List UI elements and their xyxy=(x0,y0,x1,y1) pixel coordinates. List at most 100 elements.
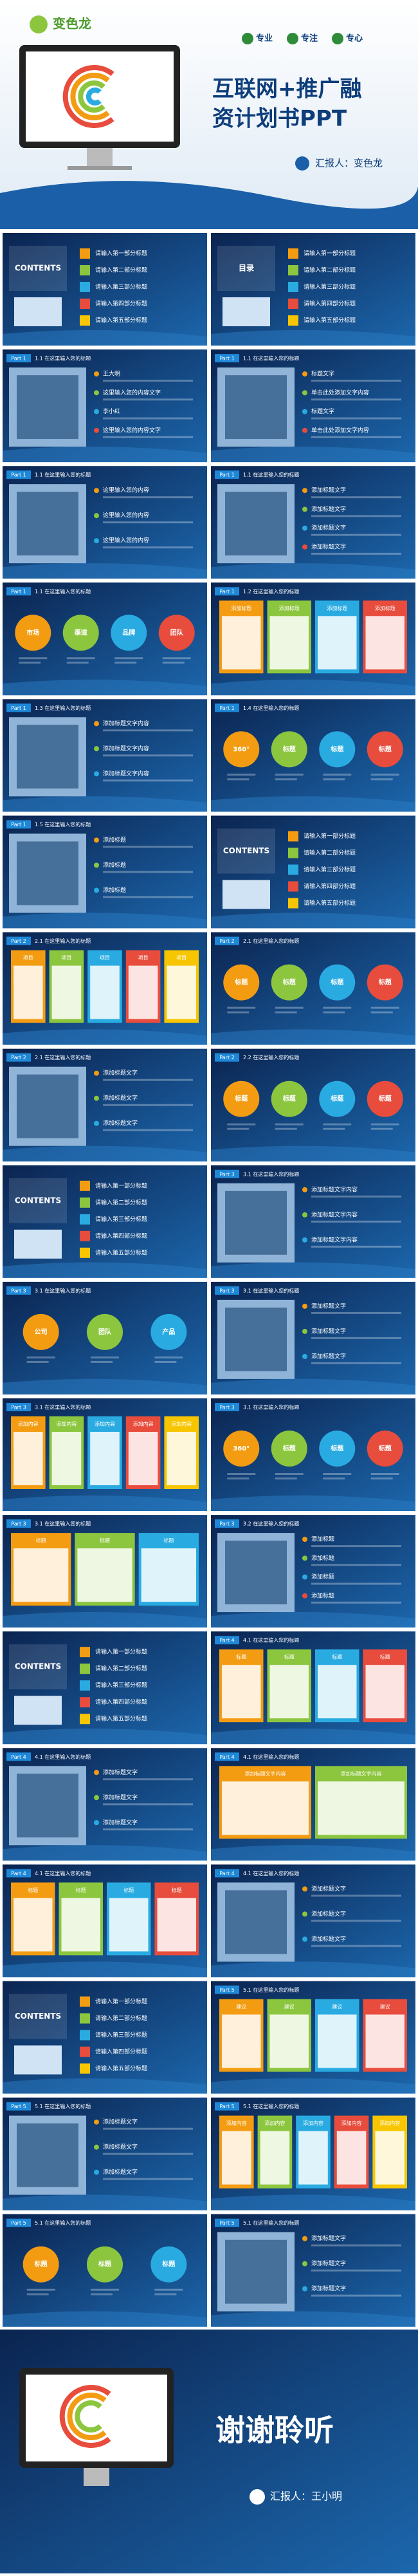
text-line xyxy=(103,871,193,873)
toc-item: 请输入第五部分标题 xyxy=(95,2064,147,2072)
circle-caption xyxy=(370,778,393,781)
toc-marker xyxy=(80,1247,90,1258)
part-badge xyxy=(215,1519,239,1528)
ending-title: 谢谢聆听 xyxy=(215,2413,334,2448)
slide-heading: 5.1 在这里输入您的标题 xyxy=(243,2103,299,2109)
slide: Part 3 3.1 在这里输入您的标题添加标题文字内容添加标题文字内容添加标题文… xyxy=(211,1165,415,1278)
slide: Part 1 1.3 在这里输入您的标题添加标题文字内容添加标题文字内容添加标题文… xyxy=(3,699,207,812)
circle-caption xyxy=(66,657,95,660)
text-line xyxy=(103,1828,193,1831)
toc-marker xyxy=(288,848,298,858)
box-body xyxy=(365,1665,404,1719)
slide-wave xyxy=(3,1029,207,1045)
toc-label: CONTENTS xyxy=(15,264,61,273)
circle-item: 标题 xyxy=(378,745,392,753)
box-body xyxy=(141,1548,196,1602)
part-badge xyxy=(215,1169,239,1178)
box-item: 项目 xyxy=(138,955,149,961)
text-item: 添加标题文字内容 xyxy=(103,745,149,752)
text-line xyxy=(103,436,193,438)
text-line xyxy=(311,2269,401,2272)
circle-caption xyxy=(323,1011,345,1014)
slide-heading: 4.1 在这里输入您的标题 xyxy=(35,1754,91,1760)
text-line xyxy=(311,1920,401,1922)
reporter-icon xyxy=(295,156,309,171)
bullet xyxy=(94,1095,99,1101)
text-item: 添加标题 xyxy=(103,886,126,894)
toc-label: CONTENTS xyxy=(15,1662,61,1671)
circle-mark xyxy=(319,1431,356,1467)
logo-text: 变色龙 xyxy=(53,16,91,32)
box-item: 建议 xyxy=(380,2003,390,2010)
text-line xyxy=(103,380,193,382)
cover-wave xyxy=(0,181,418,229)
tag-icon xyxy=(242,33,253,44)
text-item: 添加标题文字 xyxy=(311,1910,346,1918)
text-line xyxy=(311,380,401,382)
part-label: Part 3 xyxy=(219,1521,234,1527)
circle-mark xyxy=(223,964,260,1001)
box-body xyxy=(298,2131,328,2185)
toc-item: 请输入第三部分标题 xyxy=(304,283,356,291)
slide: CONTENTS 请输入第一部分标题请输入第二部分标题请输入第三部分标题请输入第四… xyxy=(3,1165,207,1278)
cover-tag: 专心 xyxy=(346,33,363,44)
toc-panel xyxy=(217,246,275,291)
text-line xyxy=(311,417,401,420)
circle-mark xyxy=(271,964,307,1001)
slide-heading: 4.1 在这里输入您的标题 xyxy=(243,1637,299,1644)
bullet xyxy=(302,506,307,512)
bullet xyxy=(94,1070,99,1076)
slide: Part 1 1.1 在这里输入您的标题王大明这里输入您的内容文字李小红这里输入您… xyxy=(3,349,207,463)
part-label: Part 1 xyxy=(219,705,234,711)
text-item: 添加标题文字 xyxy=(311,524,346,532)
text-line xyxy=(103,2178,193,2180)
bullet xyxy=(302,390,307,396)
text-line xyxy=(311,1245,401,1248)
text-line xyxy=(103,521,193,524)
text-item: 添加标题文字内容 xyxy=(103,719,149,727)
part-badge xyxy=(6,1053,31,1062)
slide-wave xyxy=(211,1961,415,1978)
part-badge xyxy=(215,936,239,945)
text-item: 单击此处添加文字内容 xyxy=(311,389,369,396)
box-body xyxy=(128,1432,158,1485)
slide-heading: 1.1 在这里输入您的标题 xyxy=(243,472,299,478)
slide-heading: 3.1 在这里输入您的标题 xyxy=(243,1287,299,1293)
toc-item: 请输入第一部分标题 xyxy=(304,250,356,257)
slide-heading: 5.1 在这里输入您的标题 xyxy=(243,1987,299,1993)
box-body xyxy=(14,1548,69,1602)
toc-marker xyxy=(288,265,298,275)
slide: Part 1 1.1 在这里输入您的标题标题文字单击此处添加文字内容标题文字单击此… xyxy=(211,349,415,463)
part-label: Part 5 xyxy=(11,2220,26,2226)
box-item: 建议 xyxy=(332,2003,342,2010)
toc-marker xyxy=(80,1647,90,1658)
box-item: 添加内容 xyxy=(171,1421,192,1427)
slide-heading: 3.1 在这里输入您的标题 xyxy=(35,1404,91,1411)
text-item: 单击此处添加文字内容 xyxy=(311,426,369,434)
bullet xyxy=(94,1770,99,1775)
box-body xyxy=(269,1665,309,1719)
toc-item: 请输入第二部分标题 xyxy=(95,266,147,274)
circle-caption xyxy=(114,657,143,660)
circle-caption xyxy=(227,778,250,781)
part-label: Part 3 xyxy=(219,1405,234,1411)
circle-item: 市场 xyxy=(26,628,39,636)
part-label: Part 4 xyxy=(219,1871,234,1876)
bullet xyxy=(94,390,99,396)
circle-caption xyxy=(370,1127,393,1130)
text-item: 添加标题文字 xyxy=(103,1793,138,1801)
box-item: 添加内容 xyxy=(379,2120,400,2126)
bullet xyxy=(94,371,99,377)
part-badge xyxy=(215,587,239,596)
slide-heading: 1.1 在这里输入您的标题 xyxy=(35,472,91,478)
bullet xyxy=(302,488,307,494)
part-label: Part 4 xyxy=(11,1871,26,1876)
slide-heading: 5.1 在这里输入您的标题 xyxy=(35,2103,91,2109)
part-badge xyxy=(215,1636,239,1645)
part-label: Part 4 xyxy=(219,1754,234,1760)
part-badge xyxy=(6,2102,31,2111)
box-item: 标题 xyxy=(332,1654,342,1660)
text-line xyxy=(311,496,401,499)
